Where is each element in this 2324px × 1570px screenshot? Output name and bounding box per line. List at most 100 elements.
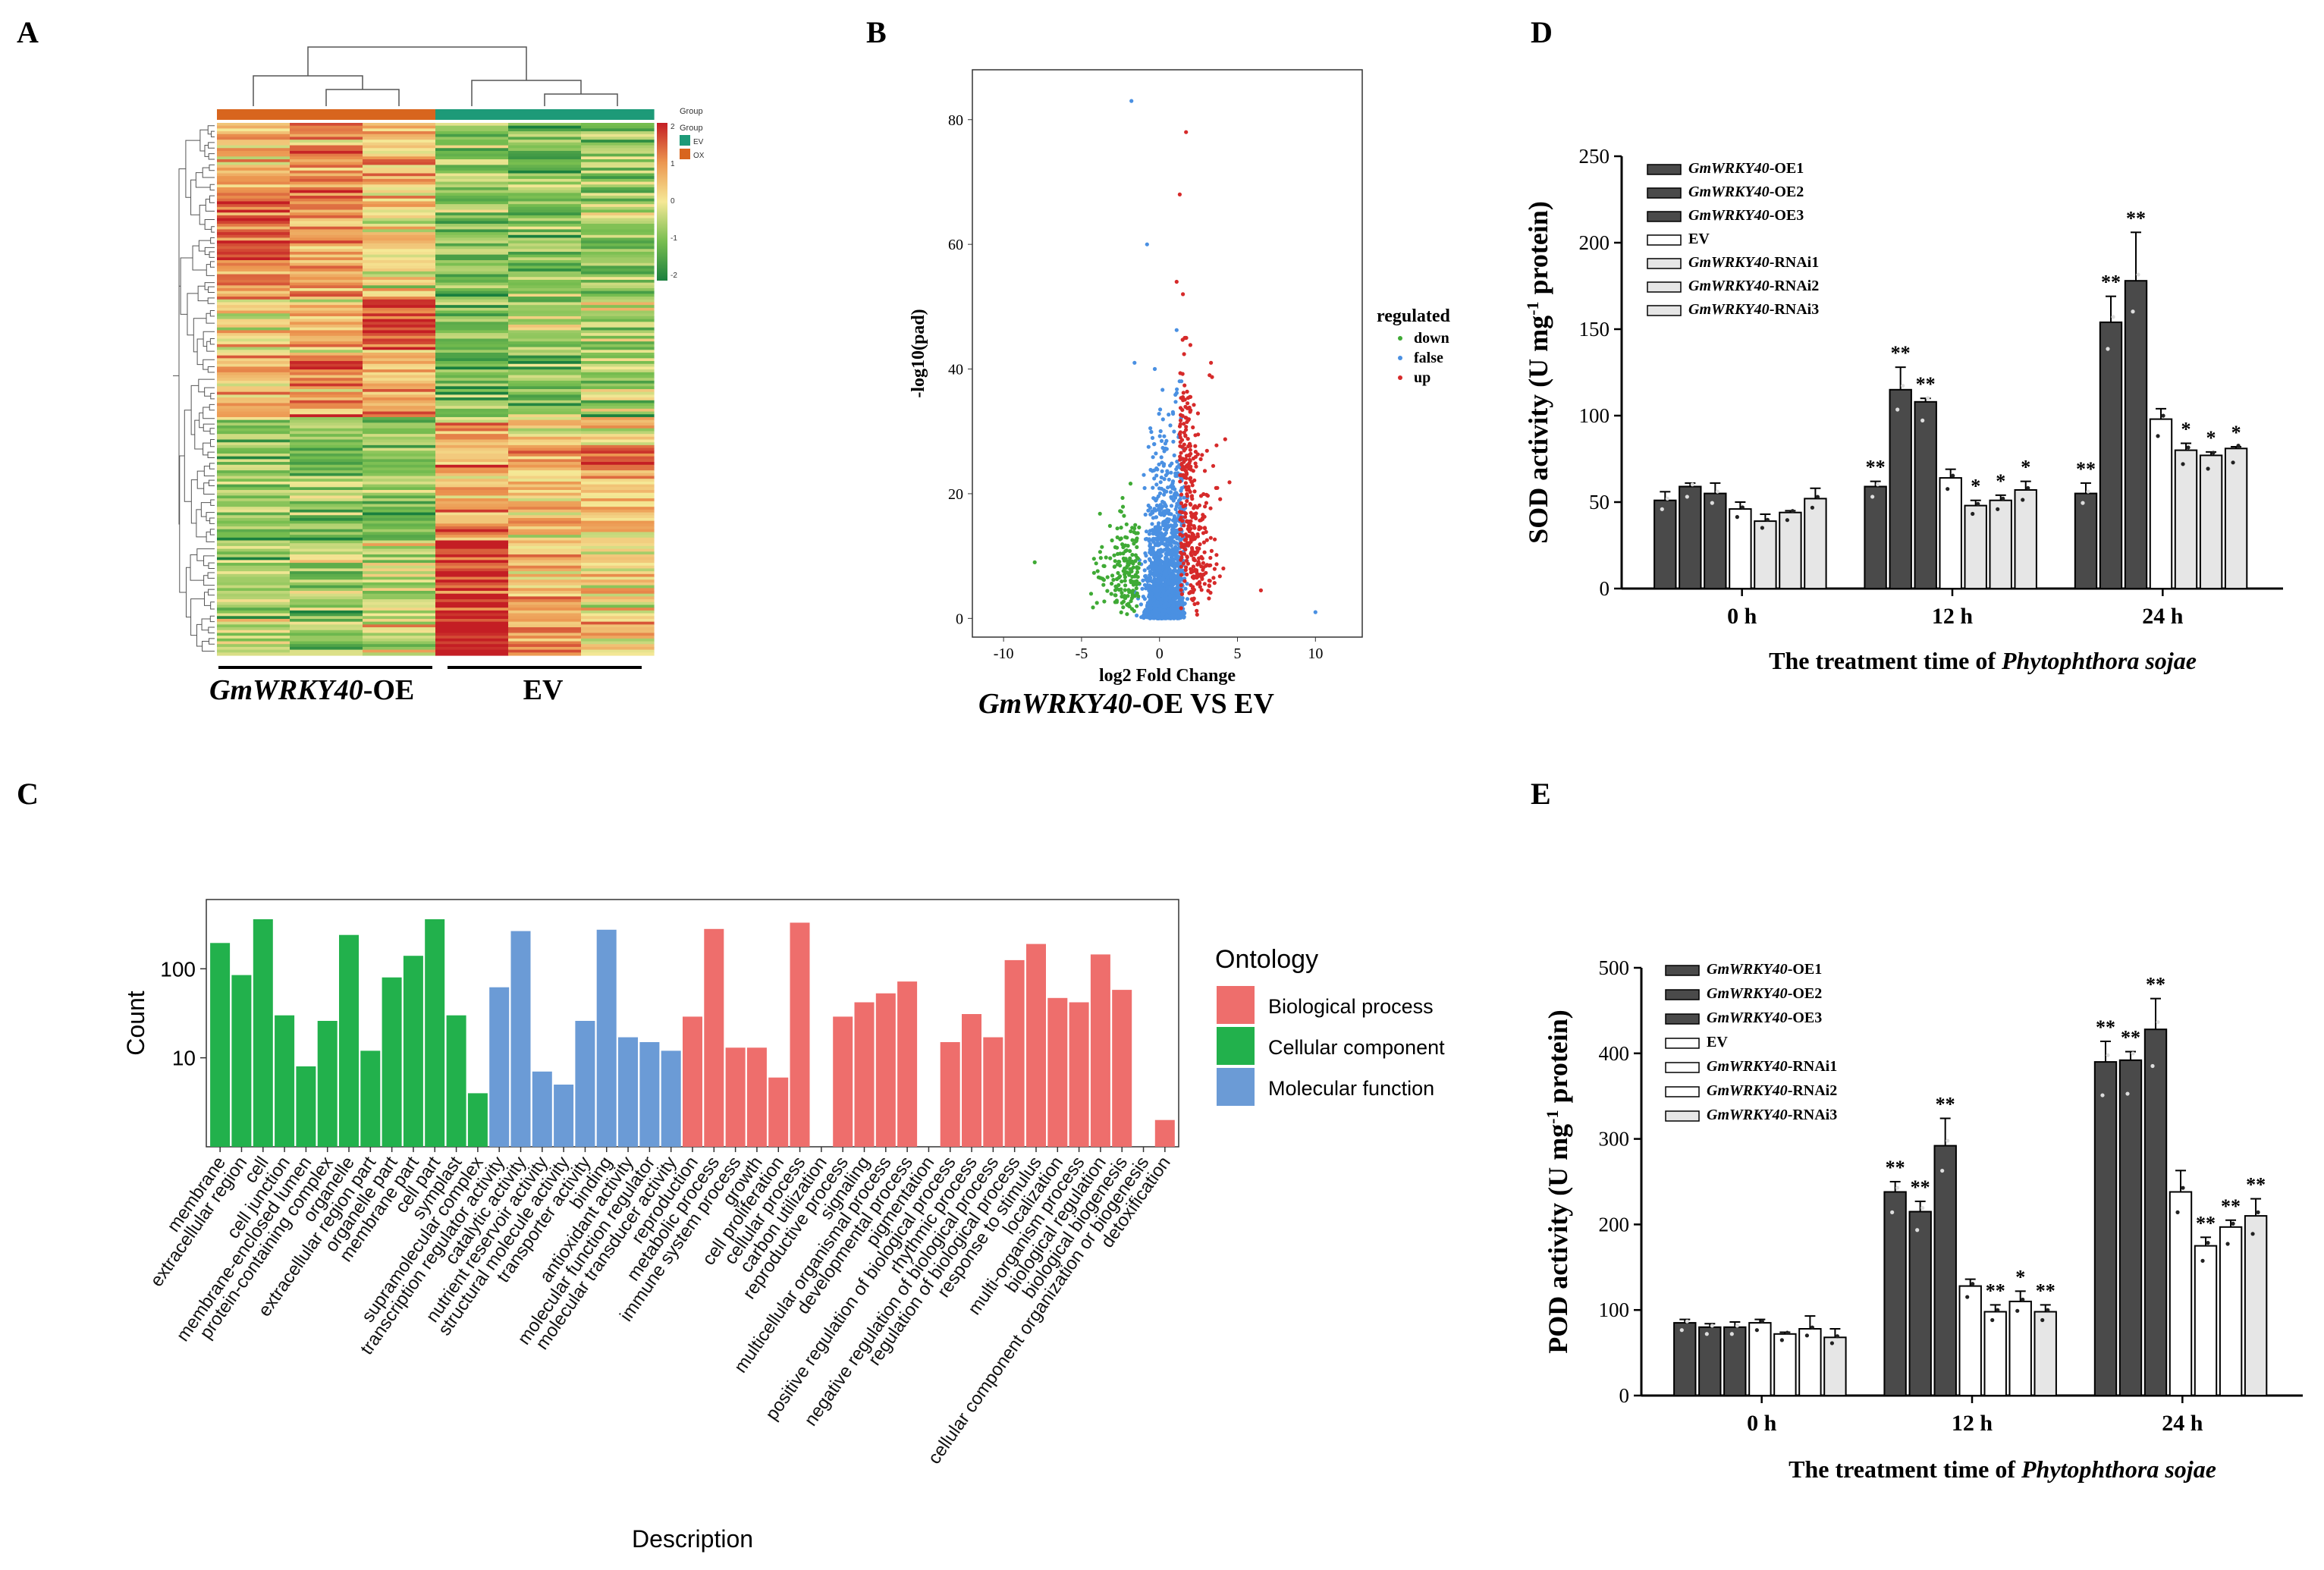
dendro-branch	[209, 164, 215, 171]
heatmap-cell	[508, 302, 582, 306]
heatmap-cell	[217, 181, 290, 185]
heatmap-cell	[508, 226, 582, 230]
heatmap-cell	[508, 535, 582, 539]
heatmap-cell	[290, 391, 363, 395]
heatmap-cell	[217, 442, 290, 446]
volcano-point	[1160, 593, 1164, 598]
heatmap-cell	[435, 176, 509, 180]
volcano-point	[1189, 539, 1193, 544]
legend-item: GmWRKY40-OE1	[1688, 160, 1804, 177]
heatmap-cell	[290, 240, 363, 244]
dendro-branch	[325, 89, 400, 106]
volcano-point	[1179, 461, 1184, 466]
heatmap-cell	[290, 400, 363, 404]
dendro-branch	[208, 562, 215, 569]
heatmap-cell	[435, 487, 509, 491]
heatmap-cell	[290, 644, 363, 648]
legend-suffix: -OE3	[1788, 1010, 1823, 1026]
legend-suffix: -OE1	[1788, 961, 1823, 978]
go-bar	[554, 1085, 574, 1147]
volcano-point	[1183, 586, 1188, 591]
heatmap-cell	[290, 596, 363, 600]
heatmap-cell	[363, 290, 436, 294]
legend-suffix: -RNAi3	[1788, 1107, 1838, 1123]
heatmap-cell	[581, 142, 655, 146]
heatmap-cell	[508, 170, 582, 174]
volcano-point	[1154, 515, 1158, 520]
heatmap-cell	[217, 515, 290, 519]
heatmap-cell	[435, 170, 509, 174]
volcano-point	[1188, 458, 1192, 463]
heatmap-cell	[290, 168, 363, 171]
bar	[2219, 1226, 2243, 1397]
data-point	[1729, 1332, 1734, 1336]
volcano-point	[1217, 574, 1222, 579]
heatmap-cell	[363, 444, 436, 449]
heatmap-cell	[581, 204, 655, 208]
volcano-point	[1214, 562, 1219, 567]
heatmap-cell	[217, 400, 290, 404]
heatmap-cell	[435, 226, 509, 230]
heatmap-cell	[581, 229, 655, 233]
heatmap-cell	[581, 215, 655, 219]
heatmap-cell	[217, 251, 290, 256]
go-bar	[661, 1050, 681, 1147]
heatmap-cell	[508, 532, 582, 535]
volcano-point	[1180, 413, 1185, 419]
legend-title: Ontology	[1215, 945, 1318, 974]
legend-swatch	[1665, 1013, 1700, 1025]
heatmap-cell	[435, 467, 509, 471]
legend-suffix: -OE1	[1770, 160, 1804, 177]
heatmap-cell	[435, 316, 509, 320]
volcano-point	[1178, 479, 1182, 484]
heatmap-cell	[508, 476, 582, 479]
heatmap-cell	[290, 554, 363, 558]
volcano-point	[1146, 608, 1151, 613]
volcano-point	[1146, 444, 1151, 449]
group-legend-swatch-ev	[680, 135, 690, 146]
heatmap-cell	[435, 403, 509, 407]
legend-swatch	[1665, 1086, 1700, 1097]
heatmap-cell	[435, 444, 509, 449]
heatmap-cell	[363, 285, 436, 289]
heatmap-cell	[435, 178, 509, 183]
volcano-point	[1179, 396, 1183, 400]
heatmap-cell	[290, 378, 363, 382]
heatmap-cell	[363, 467, 436, 471]
heatmap-cell	[435, 290, 509, 294]
volcano-point	[1192, 489, 1197, 494]
heatmap-cell	[581, 319, 655, 322]
heatmap-cell	[363, 447, 436, 451]
heatmap-cell	[363, 633, 436, 636]
heatmap-cell	[581, 350, 655, 353]
heatmap-cell	[435, 481, 509, 485]
heatmap-cell	[217, 593, 290, 598]
heatmap-cell	[581, 523, 655, 527]
volcano-point	[1176, 601, 1180, 605]
heatmap-cell	[508, 148, 582, 152]
heatmap-cell	[581, 638, 655, 642]
volcano-point	[1195, 601, 1200, 605]
heatmap-cell	[581, 145, 655, 149]
heatmap-cell	[435, 299, 509, 303]
significance-mark: **	[2246, 1174, 2266, 1196]
heatmap-cell	[435, 451, 509, 454]
heatmap-cell	[581, 268, 655, 272]
heatmap-cell	[508, 338, 582, 342]
heatmap-cell	[508, 369, 582, 373]
heatmap-cell	[581, 282, 655, 286]
data-point	[1710, 501, 1714, 505]
legend-swatch	[1665, 965, 1700, 976]
heatmap-cell	[581, 442, 655, 446]
group-bar-cell	[363, 109, 436, 120]
heatmap-cell	[508, 588, 582, 592]
heatmap-cell	[217, 576, 290, 580]
bar	[1889, 388, 1912, 589]
heatmap-cell	[435, 181, 509, 185]
heatmap-cell	[508, 133, 582, 138]
legend-item-down: down	[1414, 330, 1449, 347]
heatmap-cell	[508, 406, 582, 410]
heatmap-cell	[217, 201, 290, 205]
volcano-point	[1192, 558, 1197, 563]
bar	[2244, 1215, 2268, 1396]
